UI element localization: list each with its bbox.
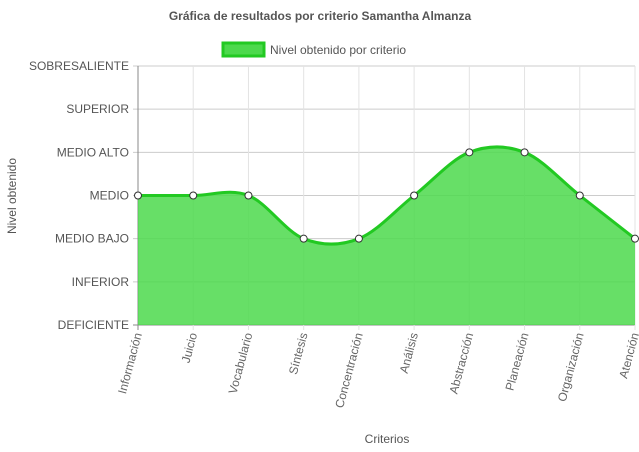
y-tick-label: SUPERIOR [66, 102, 129, 116]
y-axis-ticks: DEFICIENTE INFERIOR MEDIO BAJO MEDIO MEDIO A… [29, 59, 129, 332]
data-points [134, 148, 639, 243]
data-point[interactable] [465, 148, 474, 157]
data-point[interactable] [189, 191, 198, 200]
y-tick-label: MEDIO ALTO [57, 145, 129, 159]
legend-swatch [221, 41, 266, 58]
y-tick-label: DEFICIENTE [58, 318, 129, 332]
x-tick-label: Organización [555, 331, 587, 403]
data-point[interactable] [299, 234, 308, 243]
y-axis-label: Nivel obtenido [5, 158, 19, 234]
y-tick-label: INFERIOR [72, 275, 130, 289]
series-area [138, 145, 636, 325]
series-fill [138, 146, 635, 325]
data-point[interactable] [520, 148, 529, 157]
legend[interactable]: Nivel obtenido por criterio [221, 41, 406, 58]
data-point[interactable] [244, 191, 253, 200]
data-point[interactable] [631, 234, 639, 243]
x-axis-label: Criterios [365, 432, 410, 446]
chart-title: Gráfica de resultados por criterio Saman… [169, 9, 472, 23]
data-point[interactable] [575, 191, 584, 200]
x-tick-label: Juicio [179, 331, 201, 365]
x-tick-label: Síntesis [286, 331, 311, 376]
x-tick-label: Atención [616, 331, 639, 380]
x-tick-label: Vocabulario [226, 331, 256, 396]
y-tick-label: MEDIO BAJO [55, 232, 129, 246]
x-tick-label: Concentración [332, 331, 366, 409]
data-point[interactable] [410, 191, 419, 200]
y-tick-label: MEDIO [90, 189, 129, 203]
x-tick-label: Información [115, 331, 145, 395]
x-tick-label: Análisis [397, 331, 421, 375]
x-tick-label: Planeación [503, 331, 532, 392]
y-tick-label: SOBRESALIENTE [29, 59, 129, 73]
legend-label: Nivel obtenido por criterio [270, 43, 406, 57]
series-line [138, 145, 636, 246]
x-tick-label: Abstracción [446, 331, 476, 395]
data-point[interactable] [354, 234, 363, 243]
data-point[interactable] [134, 191, 142, 200]
x-axis-ticks: Información Juicio Vocabulario Síntesis Conc… [115, 331, 639, 410]
